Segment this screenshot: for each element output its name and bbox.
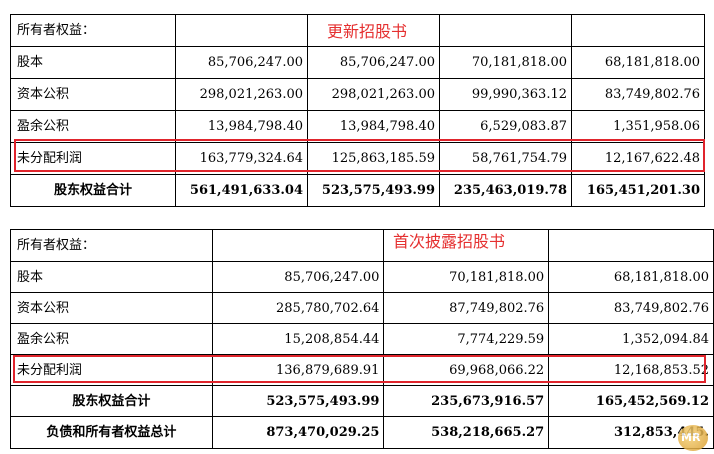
total-value: 235,673,916.57 (383, 385, 550, 417)
cell-value: 1,352,094.84 (548, 323, 714, 355)
cell-value: 69,968,066.22 (383, 354, 550, 386)
cell-value: 298,021,263.00 (175, 78, 308, 111)
total-label: 股东权益合计 (10, 174, 176, 207)
section-label: 所有者权益： (10, 229, 213, 262)
table-row: 盈余公积 13,984,798.40 13,984,798.40 6,529,0… (10, 110, 705, 143)
total-row: 负债和所有者权益总计 873,470,029.25 538,218,665.27… (10, 416, 714, 449)
total-value: 873,470,029.25 (211, 416, 385, 449)
total-value: 235,463,019.78 (439, 174, 572, 207)
cell-value: 83,749,802.76 (548, 292, 714, 324)
total-value: 538,218,665.27 (383, 416, 550, 449)
equity-table-initial: 所有者权益： 股本 85,706,247.00 70,181,818.00 68… (10, 229, 714, 449)
row-label: 盈余公积 (10, 323, 213, 355)
row-label: 盈余公积 (10, 110, 176, 143)
cell-value: 85,706,247.00 (211, 261, 385, 293)
cell-value: 70,181,818.00 (439, 46, 572, 79)
table-row: 资本公积 285,780,702.64 87,749,802.76 83,749… (10, 292, 714, 324)
row-label: 资本公积 (10, 292, 213, 324)
cell-value: 99,990,363.12 (439, 78, 572, 111)
cell-value: 58,761,754.79 (439, 142, 572, 175)
total-label: 股东权益合计 (10, 385, 213, 417)
watermark-text: MR (681, 431, 701, 444)
row-label: 股本 (10, 46, 176, 79)
row-label: 股本 (10, 261, 213, 293)
cell-value: 298,021,263.00 (307, 78, 440, 111)
section-label: 所有者权益： (10, 14, 176, 47)
cell-value: 12,167,622.48 (571, 142, 705, 175)
cell-value: 13,984,798.40 (175, 110, 308, 143)
total-row: 股东权益合计 523,575,493.99 235,673,916.57 165… (10, 385, 714, 417)
cell-value: 83,749,802.76 (571, 78, 705, 111)
cell-value: 13,984,798.40 (307, 110, 440, 143)
total-value: 523,575,493.99 (211, 385, 385, 417)
cell-value: 285,780,702.64 (211, 292, 385, 324)
cell-value: 136,879,689.91 (211, 354, 385, 386)
watermark-logo: MR (678, 425, 708, 451)
cell-value: 125,863,185.59 (307, 142, 440, 175)
total-value: 165,451,201.30 (571, 174, 705, 207)
cell-value: 85,706,247.00 (175, 46, 308, 79)
caption-initial-prospectus: 首次披露招股书 (393, 232, 506, 251)
cell-value: 1,351,958.06 (571, 110, 705, 143)
table-row: 未分配利润 163,779,324.64 125,863,185.59 58,7… (10, 142, 705, 175)
total-label: 负债和所有者权益总计 (10, 416, 213, 449)
row-label: 资本公积 (10, 78, 176, 111)
cell-value: 68,181,818.00 (548, 261, 714, 293)
cell-value: 85,706,247.00 (307, 46, 440, 79)
equity-table-updated: 所有者权益： 股本 85,706,247.00 85,706,247.00 70… (10, 14, 705, 207)
total-value: 523,575,493.99 (307, 174, 440, 207)
caption-updated-prospectus: 更新招股书 (327, 22, 408, 41)
total-value: 561,491,633.04 (175, 174, 308, 207)
cell-value: 163,779,324.64 (175, 142, 308, 175)
cell-value: 68,181,818.00 (571, 46, 705, 79)
table-header-row: 所有者权益： (10, 229, 714, 262)
cell-value: 12,168,853.52 (548, 354, 714, 386)
table-row: 未分配利润 136,879,689.91 69,968,066.22 12,16… (10, 354, 714, 386)
table-row: 股本 85,706,247.00 85,706,247.00 70,181,81… (10, 46, 705, 79)
table-row: 资本公积 298,021,263.00 298,021,263.00 99,99… (10, 78, 705, 111)
cell-value: 7,774,229.59 (383, 323, 550, 355)
row-label: 未分配利润 (10, 354, 213, 386)
total-value: 165,452,569.12 (548, 385, 714, 417)
cell-value: 6,529,083.87 (439, 110, 572, 143)
cell-value: 70,181,818.00 (383, 261, 550, 293)
cell-value: 87,749,802.76 (383, 292, 550, 324)
row-label: 未分配利润 (10, 142, 176, 175)
cell-value: 15,208,854.44 (211, 323, 385, 355)
total-row: 股东权益合计 561,491,633.04 523,575,493.99 235… (10, 174, 705, 207)
table-row: 股本 85,706,247.00 70,181,818.00 68,181,81… (10, 261, 714, 293)
table-row: 盈余公积 15,208,854.44 7,774,229.59 1,352,09… (10, 323, 714, 355)
